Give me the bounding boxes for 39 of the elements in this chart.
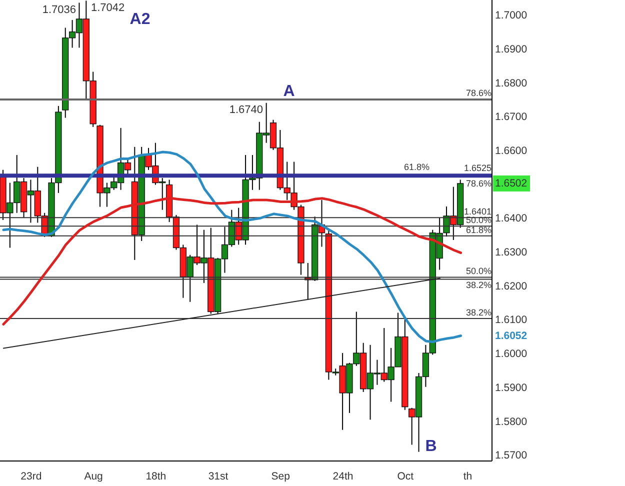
ref-line-label: 1.6525 (464, 163, 492, 174)
y-tick-label: 1.6000 (495, 348, 528, 360)
annotation: 1.6740 (229, 104, 263, 116)
y-tick-label: 1.6300 (495, 246, 528, 259)
y-tick-label: 1.7000 (495, 10, 528, 22)
annotation: 38.2% (466, 280, 492, 290)
x-tick-label: 18th (146, 470, 166, 482)
x-tick-label: 24th (332, 470, 354, 482)
x-tick-label: 23rd (20, 470, 42, 482)
x-tick-label: Oct (397, 470, 414, 482)
annotation: A (283, 83, 296, 100)
annotation: B (425, 438, 437, 455)
y-tick-label: 1.6400 (495, 212, 528, 225)
annotation: 1.6502 (495, 177, 528, 190)
y-tick-label: 1.6900 (495, 43, 528, 56)
y-tick-label: 1.6700 (495, 111, 528, 124)
ref-line-label: 1.6401 (464, 206, 492, 217)
y-tick-label: 1.5700 (495, 450, 528, 462)
y-tick-label: 1.6800 (495, 77, 528, 90)
x-tick-label: Sep (271, 470, 290, 482)
annotation: 61.8% (466, 224, 492, 235)
annotation: 1.7036 (42, 4, 76, 16)
x-tick-label: 31st (208, 470, 228, 482)
annotation: 1.7042 (91, 2, 125, 14)
x-tick-label: Aug (84, 470, 104, 482)
x-tick-label: th (463, 470, 472, 482)
y-tick-label: 1.5800 (495, 416, 528, 428)
annotation: 78.6% (466, 88, 492, 98)
text: 1.6052 (495, 330, 528, 342)
y-tick-label: 1.6200 (495, 280, 528, 292)
y-tick-label: 1.6600 (495, 145, 528, 158)
annotation: A2 (130, 11, 150, 28)
annotation: 38.2% (466, 308, 492, 318)
y-tick-label: 1.5900 (495, 382, 528, 394)
line-series (2, 150, 462, 344)
annotation: 50.0% (466, 266, 492, 276)
annotation: 61.8% (404, 162, 430, 172)
annotation: 78.6% (466, 178, 492, 188)
y-tick-label: 1.6100 (495, 314, 528, 326)
